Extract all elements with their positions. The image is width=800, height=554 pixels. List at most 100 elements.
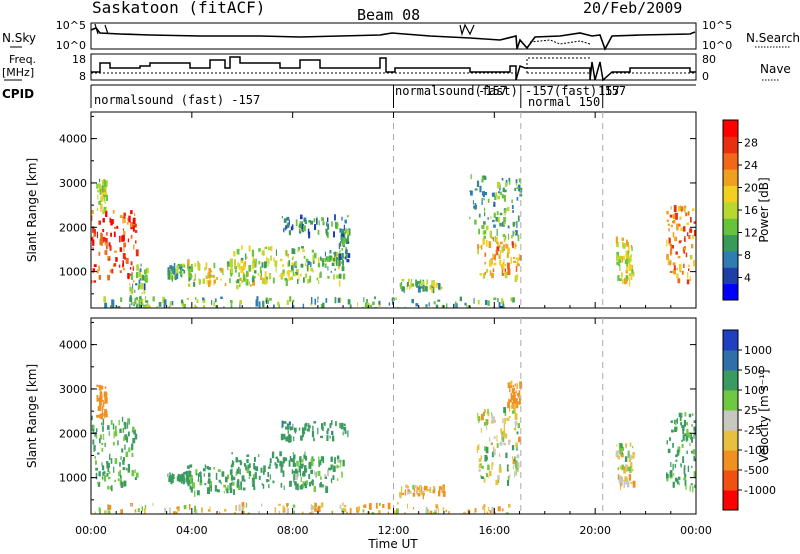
data-cell-6 <box>318 272 321 279</box>
data-cell-5 <box>259 266 262 274</box>
data-cell-0 <box>109 245 112 251</box>
data-cell-7 <box>303 225 306 232</box>
data-cell-13 <box>676 268 678 271</box>
data-cell-3 <box>225 487 228 491</box>
data-cell-0 <box>93 444 96 451</box>
data-cell-0 <box>127 463 131 471</box>
data-cell-4 <box>212 274 215 278</box>
data-cell-6 <box>303 255 306 259</box>
nsky-tick-high: 10^5 <box>56 19 86 32</box>
data-cell-2 <box>140 263 142 267</box>
y-tick-label: 2000 <box>59 427 87 440</box>
data-cell-7 <box>433 486 436 489</box>
data-cell-10 <box>507 268 511 275</box>
data-cell-11 <box>672 443 674 448</box>
data-cell-13 <box>685 252 688 258</box>
data-cell-11 <box>679 416 682 422</box>
data-cell-8 <box>511 410 515 414</box>
data-cell-11 <box>512 210 514 213</box>
data-cell-5 <box>290 270 293 273</box>
data-cell-0 <box>99 434 103 440</box>
data-cell-8 <box>339 228 342 233</box>
data-cell-5 <box>297 246 300 251</box>
cpid-segment-label: normalsound (fast) -157 <box>94 93 260 107</box>
data-cell-8 <box>515 461 518 469</box>
data-cell-0 <box>98 265 100 271</box>
data-cell-4 <box>249 463 251 468</box>
data-cell-7 <box>442 490 446 497</box>
data-cell-2 <box>171 480 173 485</box>
data-cell-12 <box>463 512 467 514</box>
data-cell-11 <box>515 179 518 184</box>
data-cell-0 <box>107 256 110 259</box>
data-cell-0 <box>130 234 133 239</box>
data-cell-4 <box>252 279 255 286</box>
data-cell-11 <box>497 181 500 189</box>
data-cell-1 <box>99 414 103 419</box>
data-cell-11 <box>693 420 696 423</box>
data-cell-14 <box>498 302 501 308</box>
data-cell-7 <box>401 486 403 493</box>
data-cell-2 <box>129 273 133 277</box>
data-cell-11 <box>682 424 685 431</box>
data-cell-13 <box>673 265 676 270</box>
data-cell-12 <box>483 504 486 508</box>
data-cell-12 <box>632 271 635 277</box>
data-cell-0 <box>102 228 105 233</box>
data-cell-10 <box>515 244 517 247</box>
data-cell-5 <box>292 460 295 467</box>
data-cell-3 <box>229 488 233 493</box>
data-cell-1 <box>101 394 103 401</box>
data-cell-0 <box>119 215 123 218</box>
data-cell-12 <box>626 262 628 267</box>
data-cell-3 <box>167 267 170 270</box>
data-cell-7 <box>303 217 307 222</box>
data-cell-6 <box>317 427 319 435</box>
data-cell-8 <box>503 442 507 446</box>
data-cell-5 <box>320 456 323 461</box>
power-ylabel: Slant Range [km] <box>25 158 39 262</box>
data-cell-4 <box>207 275 209 279</box>
data-cell-4 <box>296 470 299 476</box>
data-cell-13 <box>688 235 691 239</box>
colorbar-frame <box>722 329 739 511</box>
data-cell-0 <box>134 230 138 233</box>
data-cell-9 <box>422 281 425 285</box>
data-cell-12 <box>626 239 628 245</box>
data-cell-11 <box>499 182 501 187</box>
data-cell-13 <box>683 237 686 242</box>
data-cell-8 <box>341 233 345 237</box>
data-cell-0 <box>122 467 126 471</box>
data-cell-10 <box>492 253 494 260</box>
data-cell-8 <box>477 416 481 421</box>
data-cell-3 <box>188 474 192 478</box>
data-cell-2 <box>182 479 185 485</box>
data-cell-0 <box>121 448 124 453</box>
data-cell-14 <box>497 298 499 302</box>
data-cell-8 <box>345 246 347 253</box>
data-cell-4 <box>210 274 212 278</box>
data-cell-13 <box>666 210 669 215</box>
data-cell-13 <box>680 227 683 231</box>
data-cell-0 <box>98 275 101 280</box>
data-cell-11 <box>693 455 695 462</box>
colorbar-label: 4 <box>744 272 751 285</box>
data-cell-11 <box>496 211 499 215</box>
data-cell-12 <box>104 510 107 514</box>
data-cell-8 <box>487 412 490 417</box>
data-cell-7 <box>412 484 415 490</box>
data-cell-14 <box>169 301 172 307</box>
data-cell-7 <box>399 491 402 498</box>
data-cell-9 <box>407 283 409 287</box>
data-cell-6 <box>289 426 292 430</box>
data-cell-5 <box>265 246 268 249</box>
data-cell-5 <box>305 455 307 461</box>
data-cell-1 <box>99 400 102 406</box>
data-cell-0 <box>95 460 97 465</box>
data-cell-0 <box>132 437 136 444</box>
data-cell-0 <box>99 238 103 245</box>
data-cell-0 <box>91 215 93 221</box>
data-cell-8 <box>344 256 347 260</box>
